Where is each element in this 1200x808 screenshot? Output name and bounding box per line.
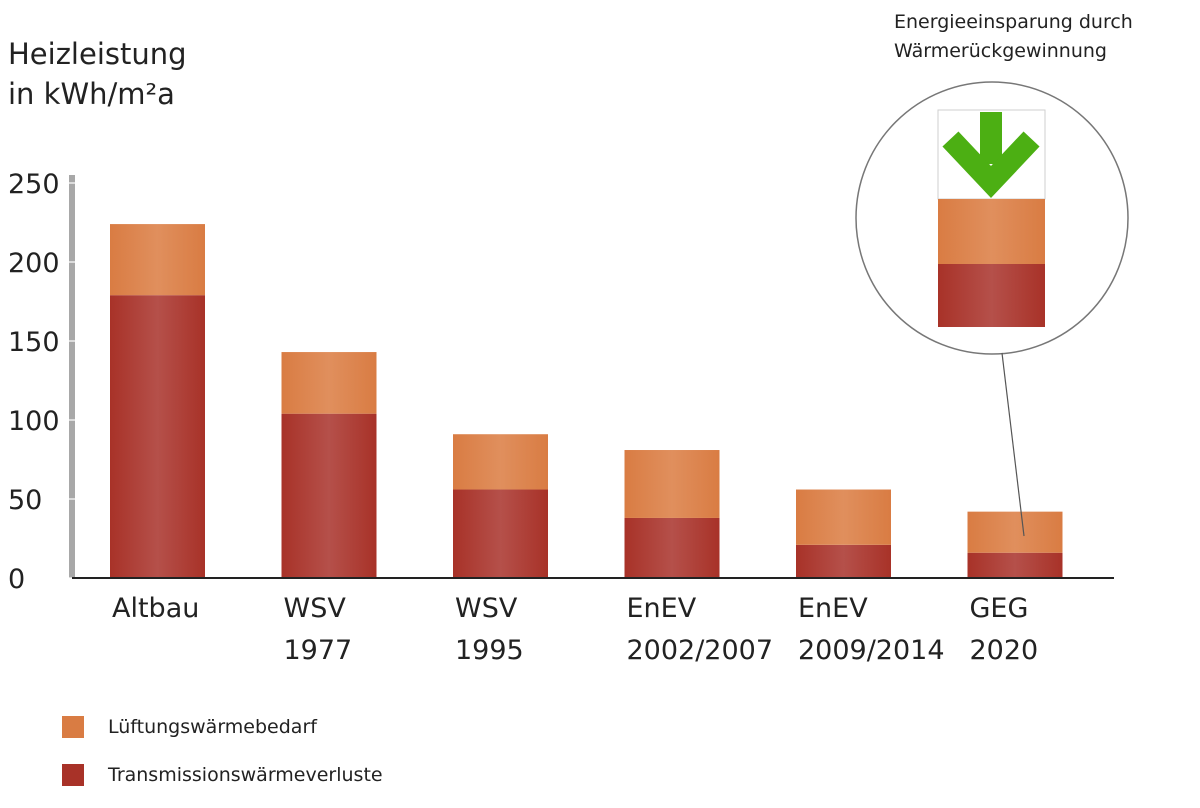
x-category-label: 2020 bbox=[970, 635, 1039, 666]
legend-swatch-transmission bbox=[62, 764, 84, 786]
bar-segment-lueftung bbox=[453, 434, 548, 490]
x-category-label: GEG bbox=[970, 593, 1029, 624]
bar-segment-lueftung bbox=[281, 352, 377, 414]
bar-segment-transmission bbox=[796, 544, 891, 578]
x-category-label: Altbau bbox=[112, 593, 199, 624]
bar-segment-lueftung bbox=[110, 224, 205, 296]
callout-segment-transmission bbox=[938, 264, 1045, 327]
x-category-label: 1977 bbox=[284, 635, 353, 666]
legend-label-lueftung: Lüftungswärmebedarf bbox=[108, 716, 317, 738]
x-category-label: WSV bbox=[455, 593, 518, 624]
callout-title-line2: Wärmerückgewinnung bbox=[894, 40, 1107, 62]
callout-pointer-line bbox=[1001, 352, 1025, 537]
bar-segment-transmission bbox=[281, 413, 377, 578]
y-tick-label: 50 bbox=[8, 485, 42, 516]
callout-title-line1: Energieeinsparung durch bbox=[894, 11, 1133, 33]
legend-swatch-lueftung bbox=[62, 716, 84, 738]
y-axis-label-line1: Heizleistung bbox=[8, 37, 187, 71]
callout-magnifier bbox=[855, 81, 1129, 537]
bar-segment-transmission bbox=[624, 517, 720, 578]
y-axis-label: Heizleistung in kWh/m²a bbox=[8, 34, 187, 114]
x-category-label: EnEV bbox=[627, 593, 697, 624]
bar-segment-lueftung bbox=[967, 511, 1063, 553]
x-category-label: 1995 bbox=[455, 635, 524, 666]
y-tick-label: 100 bbox=[8, 406, 60, 437]
legend-label-transmission: Transmissionswärmeverluste bbox=[108, 764, 383, 786]
y-tick-label: 200 bbox=[8, 248, 60, 279]
down-arrow-icon bbox=[942, 131, 1040, 199]
y-axis-label-line2: in kWh/m²a bbox=[8, 77, 175, 111]
x-category-label: WSV bbox=[284, 593, 347, 624]
callout-title: Energieeinsparung durch Wärmerückgewinnu… bbox=[894, 8, 1133, 66]
x-category-label: 2002/2007 bbox=[627, 635, 774, 666]
callout-segment-lueftung bbox=[938, 199, 1045, 264]
x-category-label: EnEV bbox=[798, 593, 868, 624]
down-arrow-icon-shaft bbox=[980, 112, 1002, 164]
y-axis-line bbox=[69, 175, 75, 578]
bar-segment-transmission bbox=[453, 489, 548, 578]
bar-segment-lueftung bbox=[624, 450, 720, 518]
y-tick-label: 250 bbox=[8, 169, 60, 200]
bar-segment-lueftung bbox=[796, 489, 891, 545]
y-tick-label: 0 bbox=[8, 564, 25, 595]
y-tick-label: 150 bbox=[8, 327, 60, 358]
bar-segment-transmission bbox=[967, 552, 1063, 578]
bar-segment-transmission bbox=[110, 295, 205, 578]
x-category-label: 2009/2014 bbox=[798, 635, 945, 666]
